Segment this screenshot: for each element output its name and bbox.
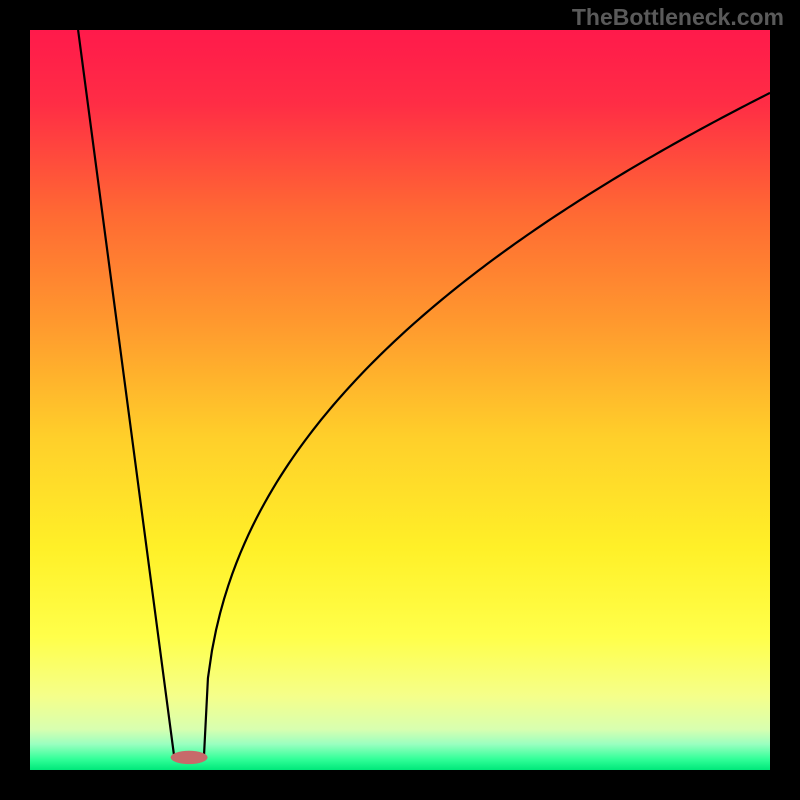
chart-container: TheBottleneck.com (0, 0, 800, 800)
plot-area (30, 30, 770, 770)
optimal-marker (171, 751, 208, 764)
curve-overlay (30, 30, 770, 770)
watermark-label: TheBottleneck.com (572, 4, 784, 31)
bottleneck-curve (78, 30, 770, 757)
